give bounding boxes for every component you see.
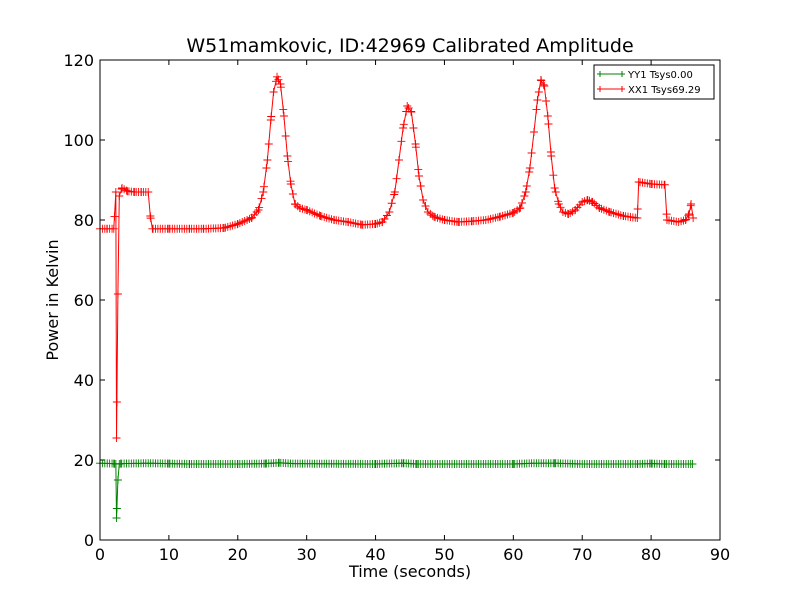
legend-marker: [619, 71, 625, 77]
legend-label-xx1: XX1 Tsys69.29: [628, 85, 701, 96]
legend-label-yy1: YY1 Tsys0.00: [627, 70, 693, 81]
legend-marker: [597, 71, 603, 77]
series-xx1: [96, 72, 698, 442]
legend-marker: [597, 86, 603, 92]
x-tick-label: 60: [503, 545, 523, 564]
axis-ticks: 0 10 20 30 40 50 60 70 80 90 0 20 40 60 80 100 120: [63, 51, 730, 564]
x-tick-label: 30: [296, 545, 316, 564]
x-tick-label: 40: [365, 545, 385, 564]
x-tick-label: 80: [641, 545, 661, 564]
y-axis-label: Power in Kelvin: [43, 239, 62, 360]
plot-area: [100, 60, 720, 540]
chart-title: W51mamkovic, ID:42969 Calibrated Amplitu…: [186, 35, 633, 57]
y-tick-label: 80: [74, 211, 94, 230]
y-tick-label: 20: [74, 451, 94, 470]
legend: YY1 Tsys0.00 XX1 Tsys69.29: [593, 64, 715, 100]
x-tick-label: 20: [228, 545, 248, 564]
legend-marker: [619, 86, 625, 92]
y-tick-label: 60: [74, 291, 94, 310]
x-tick-label: 50: [434, 545, 454, 564]
y-tick-label: 0: [84, 531, 94, 550]
y-tick-label: 40: [74, 371, 94, 390]
x-tick-label: 0: [95, 545, 105, 564]
x-tick-label: 90: [710, 545, 730, 564]
x-tick-label: 10: [159, 545, 179, 564]
y-tick-label: 120: [63, 51, 94, 70]
plot-frame: [99, 59, 721, 541]
y-tick-label: 100: [63, 131, 94, 150]
legend-box: [593, 64, 715, 100]
x-tick-label: 70: [572, 545, 592, 564]
x-axis-label: Time (seconds): [348, 562, 471, 581]
